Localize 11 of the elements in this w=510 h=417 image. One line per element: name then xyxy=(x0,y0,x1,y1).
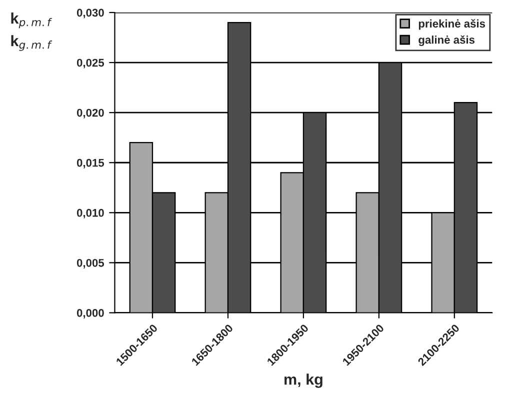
legend-label: priekinė ašis xyxy=(418,19,486,30)
legend-label: galinė ašis xyxy=(418,35,475,46)
y-tick-label: 0,000 xyxy=(76,309,104,318)
y-axis-title: k$_{p.m.f}$ k$_{g.m.f}$ xyxy=(11,12,52,51)
y-tick-label: 0,030 xyxy=(76,8,104,18)
y-tick-label: 0,020 xyxy=(76,108,104,118)
y-tick-label: 0,015 xyxy=(76,158,104,168)
y-tick-label: 0,010 xyxy=(76,208,104,218)
y-tick-label: 0,005 xyxy=(76,258,104,268)
x-axis-title: m, kg xyxy=(284,374,322,388)
y-tick-label: 0,025 xyxy=(76,58,104,68)
